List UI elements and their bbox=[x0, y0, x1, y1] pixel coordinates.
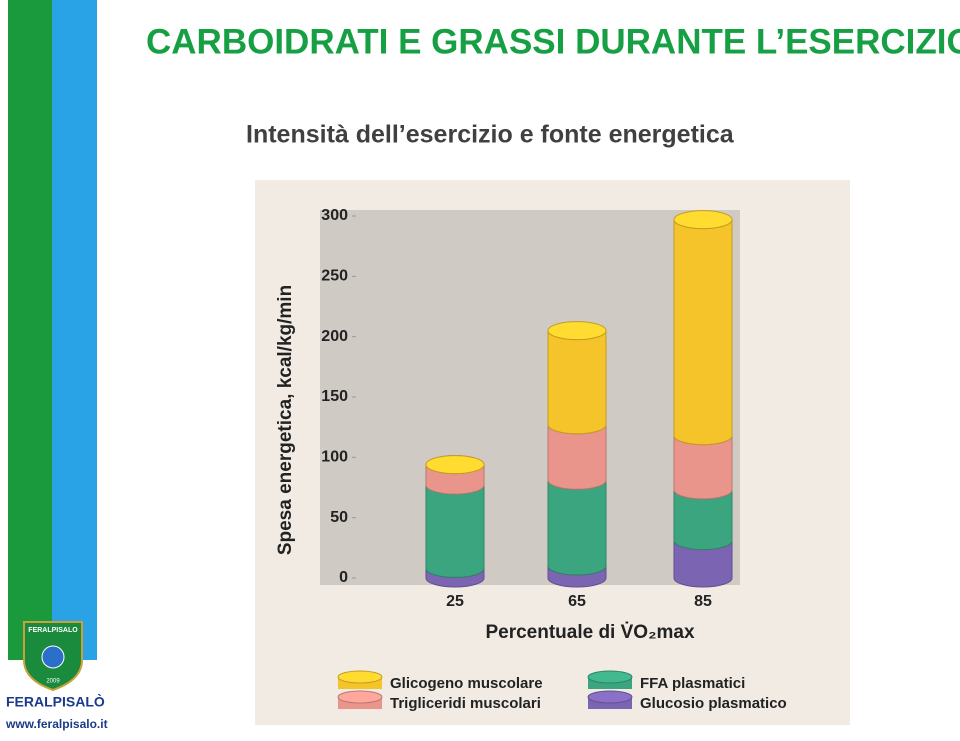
legend-swatch-cap bbox=[337, 690, 383, 704]
x-tick-label: 85 bbox=[694, 593, 712, 610]
x-axis-label: Percentuale di V̇O₂max bbox=[485, 621, 695, 643]
green-stripe bbox=[8, 0, 52, 660]
x-tick-label: 65 bbox=[568, 593, 586, 610]
y-tick-label: 100 bbox=[321, 449, 348, 466]
bar-segment-cap bbox=[425, 455, 485, 475]
y-tick-label: 50 bbox=[330, 509, 348, 526]
bar-segment-cap bbox=[547, 321, 607, 341]
plot-area bbox=[320, 210, 740, 585]
legend-swatch-cap bbox=[587, 670, 633, 684]
bar-segment bbox=[673, 219, 733, 446]
bar-segment bbox=[425, 484, 485, 578]
legend-swatch-cap bbox=[587, 690, 633, 704]
y-tick-label: 300 bbox=[321, 207, 348, 224]
slide-title: CARBOIDRATI E GRASSI DURANTE L’ESERCIZIO bbox=[146, 22, 960, 61]
y-tick-label: 200 bbox=[321, 328, 348, 345]
logo-ball bbox=[41, 645, 65, 669]
logo-url: www.feralpisalo.it bbox=[5, 717, 108, 731]
bar-segment bbox=[547, 330, 607, 435]
legend-label: FFA plasmatici bbox=[640, 675, 745, 692]
y-tick-label: 250 bbox=[321, 268, 348, 285]
logo-name: FERALPISALÒ bbox=[6, 693, 105, 710]
subtitle: Intensità dell’esercizio e fonte energet… bbox=[246, 121, 735, 149]
legend-label: Glicogeno muscolare bbox=[390, 675, 543, 692]
legend-label: Trigliceridi muscolari bbox=[390, 695, 541, 712]
bar-segment bbox=[547, 424, 607, 490]
logo-badge: FERALPISALO bbox=[28, 627, 78, 634]
legend-swatch-cap bbox=[337, 670, 383, 684]
y-axis-label: Spesa energetica, kcal/kg/min bbox=[275, 285, 296, 555]
bar-segment bbox=[547, 480, 607, 576]
y-tick-label: 150 bbox=[321, 388, 348, 405]
y-tick-label: 0 bbox=[339, 569, 348, 586]
bar-segment-cap bbox=[673, 210, 733, 230]
x-tick-label: 25 bbox=[446, 593, 464, 610]
blue-stripe bbox=[52, 0, 97, 660]
logo-year: 2009 bbox=[46, 679, 60, 685]
legend-label: Glucosio plasmatico bbox=[640, 695, 787, 712]
logo: FERALPISALO 2009 FERALPISALÒ www.feralpi… bbox=[5, 621, 108, 731]
